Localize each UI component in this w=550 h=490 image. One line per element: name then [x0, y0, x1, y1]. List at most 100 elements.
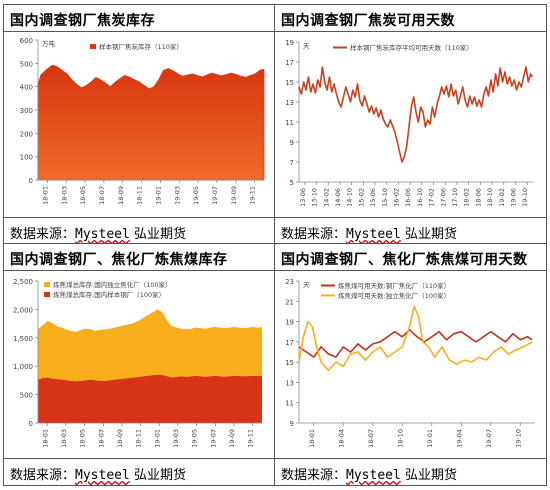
y-tick-label: 19 [285, 39, 294, 47]
y-tick-label: 17 [285, 339, 294, 347]
x-tick-label: 19-05 [192, 186, 200, 205]
y-axis-unit: 天 [303, 42, 310, 50]
y-tick-label: 500 [20, 392, 33, 400]
x-tick-label: 19-09 [230, 186, 238, 205]
y-tick-label: 21 [285, 298, 294, 306]
panel-title: 国内调查钢厂、焦化厂炼焦煤可用天数 [281, 252, 528, 268]
source-suffix: 弘业期货 [133, 468, 186, 483]
source-suffix: 弘业期货 [404, 227, 457, 242]
x-tick-label: 19-11 [249, 186, 257, 205]
y-tick-label: 11 [285, 119, 294, 127]
x-tick-label: 18-01 [41, 186, 49, 205]
x-tick-label: 19-04 [455, 429, 463, 448]
y-tick-label: 7 [290, 159, 294, 167]
x-tick-label: 18-10 [486, 188, 494, 207]
x-tick-label: 19-01 [426, 429, 434, 448]
y-tick-label: 13 [285, 379, 294, 387]
legend-label: 样本钢厂焦炭库存平均可用天数（110家） [350, 43, 473, 52]
source-suffix: 弘业期货 [133, 227, 186, 242]
y-tick-label: 23 [285, 278, 294, 286]
x-tick-label: 14-06 [334, 188, 342, 207]
data-source: 数据来源：Mysteel 弘业期货 [10, 223, 186, 242]
x-tick-label: 15-02 [357, 188, 365, 207]
x-tick-label: 14-02 [322, 188, 330, 207]
y-tick-label: 300 [20, 107, 33, 115]
panel-title: 国内调查钢厂焦炭库存 [10, 13, 155, 29]
x-tick-label: 18-09 [116, 429, 124, 448]
series-area-coke-inventory [37, 64, 265, 181]
legend-label: 样本钢厂焦炭库存（110家） [99, 42, 183, 51]
x-tick-label: 19-03 [173, 186, 181, 205]
series-line-coke-days [298, 66, 534, 163]
x-tick-label: 18-01 [308, 429, 316, 448]
x-tick-label: 18-11 [135, 429, 143, 448]
y-tick-label: 2,000 [13, 306, 33, 314]
chart-coal-inventory: 0 500 1,000 1,500 2,000 2,500 18-01 18-03 18-05 1… [13, 278, 262, 448]
x-tick-label: 18-07 [97, 429, 105, 448]
y-tick-label: 1,000 [13, 363, 33, 371]
source-prefix: 数据来源： [281, 227, 347, 242]
x-tick-label: 17-10 [451, 188, 459, 207]
x-tick-label: 18-07 [367, 429, 375, 448]
legend-swatch [44, 292, 50, 297]
y-tick-label: 500 [20, 60, 33, 68]
x-tick-label: 19-09 [228, 429, 236, 448]
x-tick-label: 19-01 [153, 429, 161, 448]
legend-label: 炼焦煤可用天数:钢厂焦化厂（110家） [338, 281, 450, 290]
y-tick-label: 0 [29, 420, 33, 428]
source-brand: Mysteel [346, 468, 401, 483]
panel-coke-days: 国内调查钢厂焦炭可用天数 5 7 9 11 13 15 17 19 13-06 13-10 14-0… [274, 4, 547, 244]
panel-coal-days: 国内调查钢厂、焦化厂炼焦煤可用天数 9 11 13 15 17 19 21 23 18-01 18… [274, 243, 547, 486]
y-tick-label: 19 [285, 319, 294, 327]
data-source: 数据来源：Mysteel 弘业期货 [10, 464, 186, 483]
x-tick-label: 19-02 [498, 188, 506, 207]
series-area-coal-steel-mills [38, 374, 262, 423]
x-tick-label: 19-01 [154, 186, 162, 205]
x-tick-label: 16-06 [404, 188, 412, 207]
legend-swatch [44, 282, 50, 287]
source-brand: Mysteel [75, 468, 130, 483]
x-tick-label: 16-02 [392, 188, 400, 207]
y-tick-label: 15 [285, 359, 294, 367]
x-tick-label: 19-10 [521, 188, 529, 207]
series-line-coal-days-steel [298, 328, 533, 358]
source-suffix: 弘业期货 [404, 468, 457, 483]
y-tick-label: 200 [20, 130, 33, 138]
x-tick-label: 19-07 [211, 186, 219, 205]
series-line-coal-days-coking [298, 305, 533, 372]
x-tick-label: 19-06 [509, 188, 517, 207]
panel-title: 国内调查钢厂、焦化厂炼焦煤库存 [10, 252, 228, 268]
x-tick-label: 19-11 [247, 429, 255, 448]
x-tick-label: 18-01 [41, 429, 49, 448]
y-tick-label: 17 [285, 59, 294, 67]
chart-coal-days: 9 11 13 15 17 19 21 23 18-01 18-04 18-07 18-10 19-01… [285, 278, 535, 448]
x-tick-label: 19-03 [172, 429, 180, 448]
x-tick-label: 19-05 [191, 429, 199, 448]
x-tick-label: 15-06 [369, 188, 377, 207]
x-tick-label: 18-10 [396, 429, 404, 448]
source-prefix: 数据来源： [281, 468, 347, 483]
x-tick-label: 19-10 [514, 429, 522, 448]
data-source: 数据来源：Mysteel 弘业期货 [281, 223, 457, 242]
x-tick-label: 18-02 [463, 188, 471, 207]
y-axis-unit: 万吨 [42, 39, 56, 48]
x-tick-label: 18-05 [79, 186, 87, 205]
y-tick-label: 9 [290, 420, 294, 428]
source-prefix: 数据来源： [10, 227, 76, 242]
x-tick-label: 19-07 [485, 429, 493, 448]
x-tick-label: 18-03 [60, 429, 68, 448]
y-tick-label: 15 [285, 79, 294, 87]
legend-label: 炼焦煤总库存:国内样本钢厂（100家） [53, 290, 165, 299]
y-tick-label: 1,500 [13, 335, 33, 343]
x-tick-label: 18-09 [117, 186, 125, 205]
x-tick-label: 18-06 [474, 188, 482, 207]
x-tick-label: 17-06 [439, 188, 447, 207]
x-tick-label: 18-03 [60, 186, 68, 205]
x-tick-label: 18-07 [98, 186, 106, 205]
legend-label: 炼焦煤总库存:国内独立焦化厂（100家） [53, 280, 172, 289]
panel-title: 国内调查钢厂焦炭可用天数 [281, 13, 455, 29]
panel-coal-inventory: 国内调查钢厂、焦化厂炼焦煤库存 0 500 1,000 1,500 2,000 2,500… [3, 243, 275, 486]
x-tick-label: 18-05 [79, 429, 87, 448]
y-tick-label: 2,500 [13, 278, 33, 286]
